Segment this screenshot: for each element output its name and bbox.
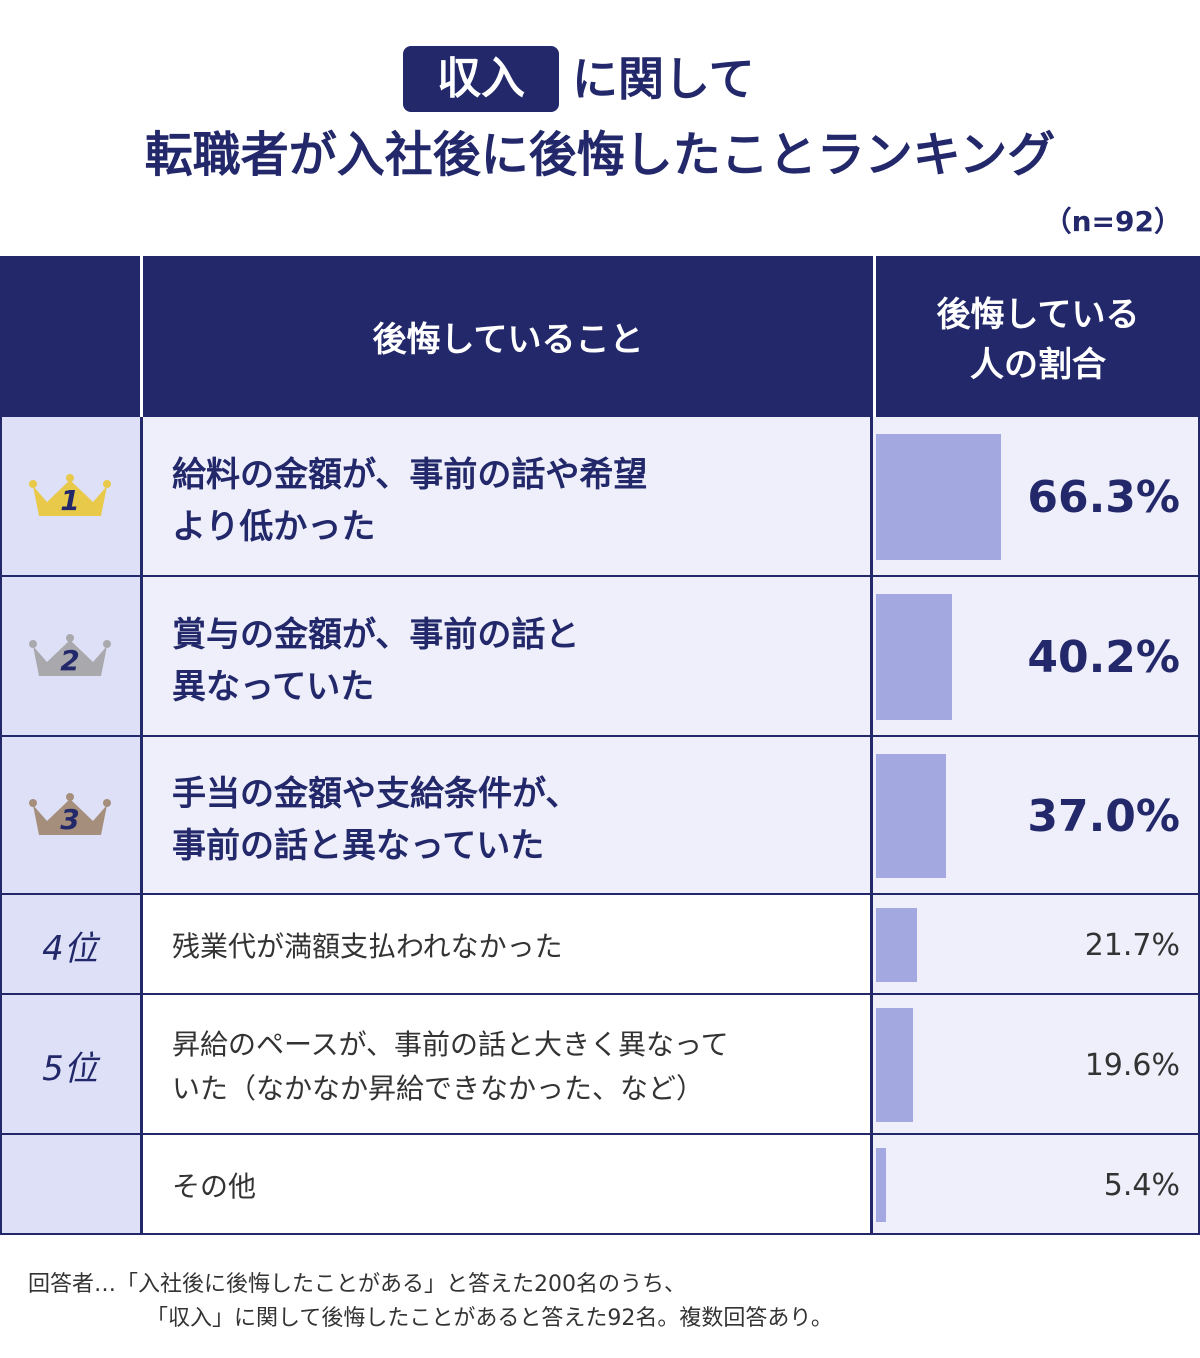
item-text: より低かった <box>172 506 376 547</box>
item-text: 賞与の金額が、事前の話と <box>172 614 580 655</box>
rank-cell <box>0 1135 140 1235</box>
bar <box>876 1148 887 1222</box>
rank-cell <box>0 895 140 995</box>
rank-label: 4位 <box>42 928 98 969</box>
footer-1: 回答者…「入社後に後悔したことがある」と答えた200名のうち、 <box>28 1272 686 1297</box>
item-text: 異なっていた <box>172 666 375 707</box>
value-label: 66.3% <box>1027 471 1180 523</box>
item-cell <box>140 737 873 895</box>
rank-number: 2 <box>60 643 80 677</box>
item-cell <box>140 995 873 1135</box>
header-bg <box>0 256 1200 417</box>
bar <box>876 908 917 982</box>
bar <box>876 754 946 878</box>
rate-cell <box>873 895 1200 995</box>
rate-cell <box>873 995 1200 1135</box>
crown-shape <box>33 640 107 676</box>
rank-cell <box>0 995 140 1135</box>
value-label: 37.0% <box>1027 790 1180 842</box>
header-div <box>140 256 143 417</box>
rate-cell <box>873 1135 1200 1235</box>
title-highlight-box <box>403 46 559 112</box>
title-highlight: 収入 <box>437 53 525 104</box>
rank-label: 5位 <box>42 1048 98 1089</box>
crown <box>29 793 111 835</box>
sample-size: （n=92） <box>1043 205 1182 238</box>
table-border <box>0 417 1200 1235</box>
title-rest: に関して <box>572 52 755 106</box>
rank-number: 1 <box>60 483 80 517</box>
item-text: 手当の金額や支給条件が、 <box>172 773 580 814</box>
crown-shape <box>33 799 107 835</box>
item-text: 事前の話と異なっていた <box>172 825 545 866</box>
value-label: 5.4% <box>1103 1167 1180 1203</box>
item-text: いた（なかなか昇給できなかった、など） <box>172 1072 705 1105</box>
header-rate: 人の割合 <box>970 344 1106 385</box>
item-cell <box>140 895 873 995</box>
bar <box>876 1008 913 1122</box>
item-cell <box>140 577 873 737</box>
table: 後悔していること 後悔している 人の割合 1 給料の金額が、事前の話や希望 より低かった 6… <box>0 256 1200 1236</box>
bar <box>876 594 952 720</box>
header-div <box>873 256 876 417</box>
item-text: 給料の金額が、事前の話や希望 <box>172 454 648 495</box>
header-rate: 後悔している <box>936 294 1140 335</box>
item-cell <box>140 1135 873 1235</box>
value-label: 40.2% <box>1027 631 1180 683</box>
item-text: 残業代が満額支払われなかった <box>172 930 563 963</box>
item-text: 昇給のペースが、事前の話と大きく異なって <box>172 1028 729 1061</box>
value-label: 21.7% <box>1084 927 1180 963</box>
item-text: その他 <box>172 1170 257 1203</box>
bar <box>876 434 1001 560</box>
crown <box>29 474 111 516</box>
rank-number: 3 <box>60 802 80 836</box>
crown <box>29 634 111 676</box>
footer-2: 「収入」に関して後悔したことがあると答えた92名。複数回答あり。 <box>146 1306 833 1331</box>
value-label: 19.6% <box>1084 1047 1180 1083</box>
crown-shape <box>33 480 107 516</box>
header-item: 後悔していること <box>372 320 644 360</box>
item-cell <box>140 417 873 577</box>
title-line2: 転職者が入社後に後悔したことランキング <box>144 127 1056 183</box>
